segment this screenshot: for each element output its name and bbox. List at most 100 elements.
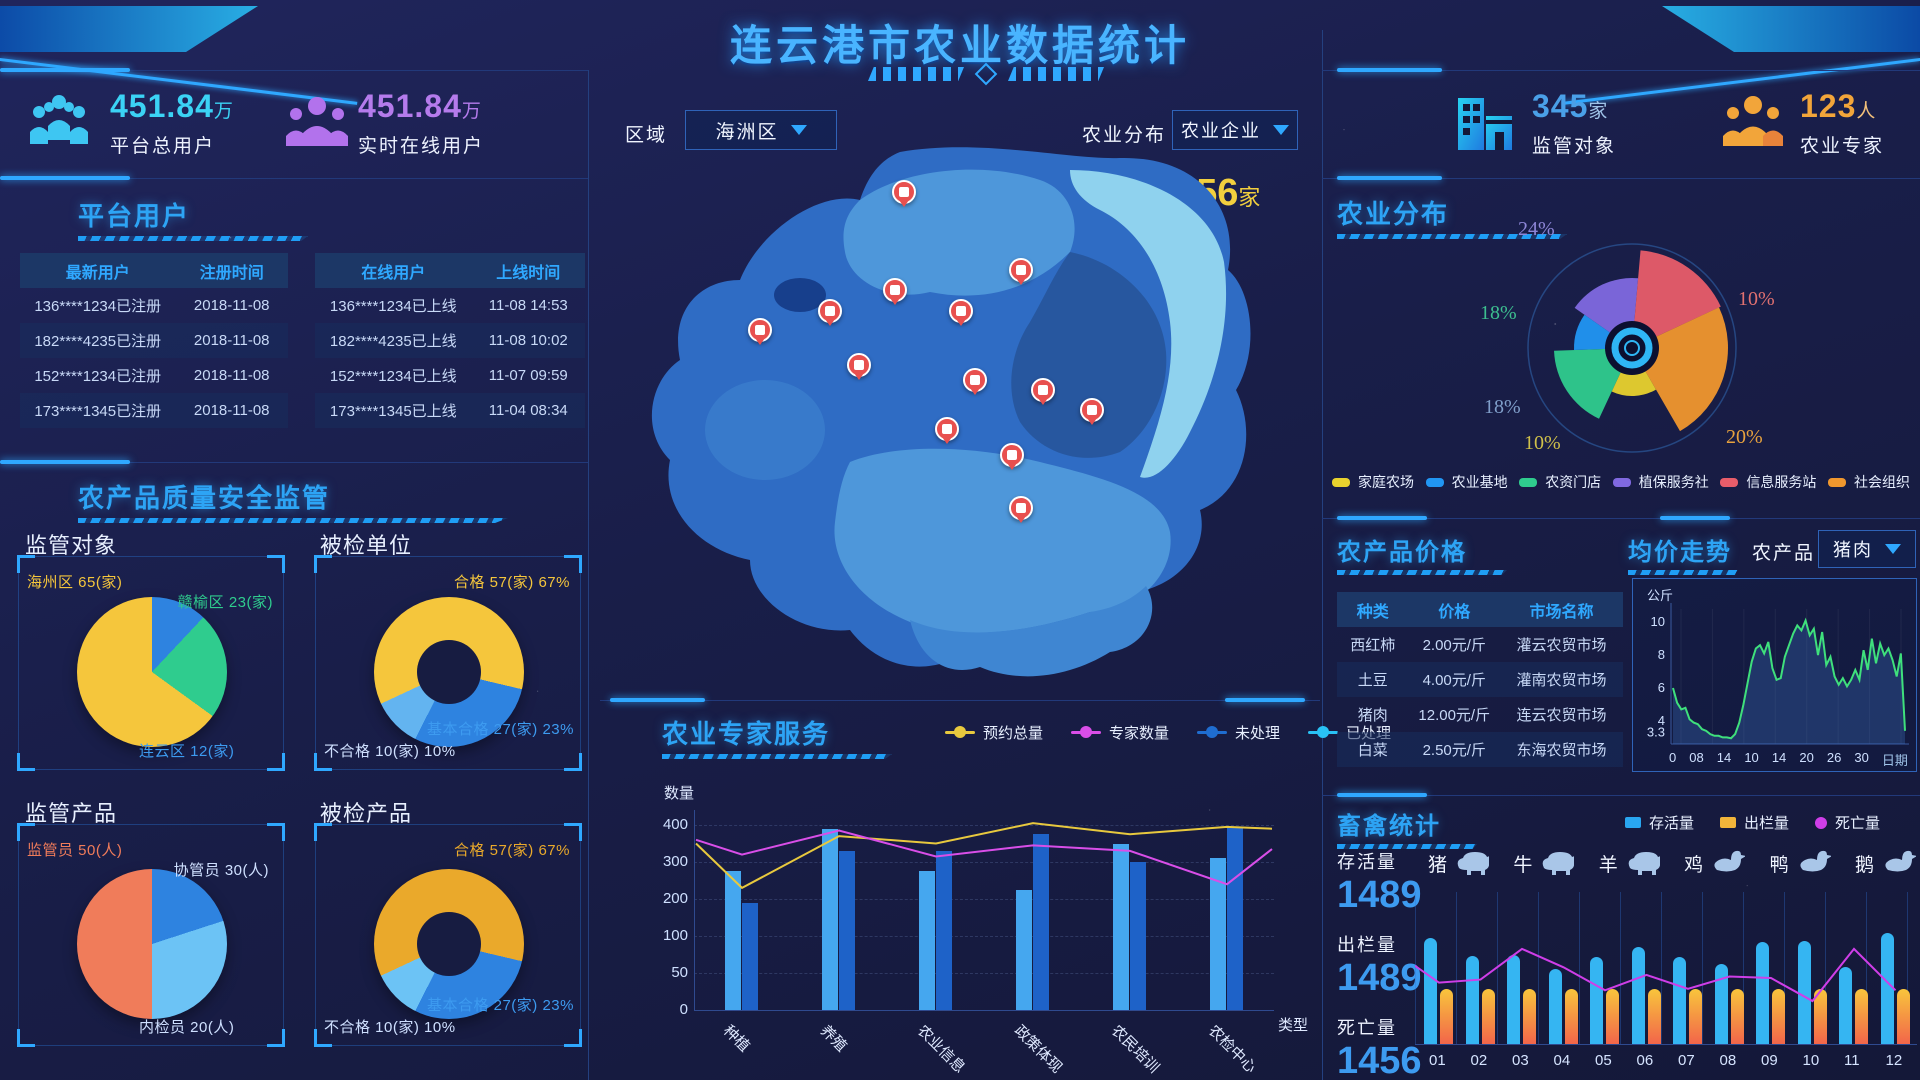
table-header-cell: 最新用户 — [65, 264, 130, 282]
legend-item-农资门店[interactable]: 农资门店 — [1519, 472, 1601, 492]
legend-label: 信息服务站 — [1746, 474, 1817, 490]
stat-value: 345 — [1532, 88, 1589, 124]
table-row: 136****1234已注册 2018-11-08 — [20, 288, 288, 323]
map-pin[interactable] — [1009, 258, 1033, 285]
x-category-label: 养殖 — [816, 1022, 851, 1056]
map-pin[interactable] — [949, 299, 973, 326]
gridline — [694, 899, 1274, 900]
legend-item-预约总量[interactable]: 预约总量 — [945, 722, 1043, 743]
bar-survive — [1548, 968, 1562, 1044]
legend-label: 植保服务社 — [1638, 474, 1709, 490]
table-cell: 2018-11-08 — [193, 332, 270, 349]
bar-out — [1855, 988, 1868, 1044]
pie-callout-label: 赣榆区 23(家) — [177, 594, 273, 611]
y-axis-tick: 100 — [662, 927, 688, 944]
distribution-dropdown[interactable]: 农业企业 — [1172, 110, 1298, 150]
legend-marker — [945, 726, 975, 738]
livestock-stat-存活量: 存活量 1489 — [1337, 848, 1422, 917]
pie-callout-label: 海州区 65(家) — [27, 574, 123, 591]
month-label: 05 — [1595, 1052, 1612, 1069]
middle-divider-glow-right — [1225, 698, 1305, 702]
map-pin[interactable] — [963, 368, 987, 395]
legend-item-家庭农场[interactable]: 家庭农场 — [1332, 472, 1414, 492]
legend-item-存活量[interactable]: 存活量 — [1625, 812, 1694, 833]
animal-tab-牛[interactable]: 牛 — [1513, 848, 1575, 878]
legend-item-未处理[interactable]: 未处理 — [1197, 722, 1280, 743]
legend-marker — [1720, 817, 1737, 828]
legend-item-出栏量[interactable]: 出栏量 — [1720, 812, 1789, 833]
donut-box-inspected-units: 合格 57(家) 67% 基本合格 27(家) 23% 不合格 10(家) 10% — [314, 555, 582, 771]
trend-x-tick: 10 — [1744, 750, 1759, 765]
animal-label: 羊 — [1598, 854, 1618, 876]
right-divider-3-glow — [1337, 793, 1427, 797]
legend-item-死亡量[interactable]: 死亡量 — [1815, 812, 1880, 833]
middle-divider-glow-left — [610, 698, 705, 702]
section-title-platform-users: 平台用户 — [78, 201, 191, 231]
animal-tab-鹅[interactable]: 鹅 — [1855, 848, 1916, 878]
count-unit: 家 — [1238, 185, 1261, 210]
month-label: 11 — [1844, 1052, 1860, 1069]
map-pin[interactable] — [892, 180, 916, 207]
legend-item-农业基地[interactable]: 农业基地 — [1425, 472, 1508, 492]
svg-text:6: 6 — [1658, 680, 1665, 695]
animal-tab-猪[interactable]: 猪 — [1428, 848, 1490, 878]
chart-label-2: 监管产品 — [25, 801, 118, 826]
animal-icon-羊 — [1628, 852, 1660, 875]
table-row: 西红柿 2.00元/斤 灌云农贸市场 — [1337, 627, 1623, 662]
animal-tab-鸡[interactable]: 鸡 — [1684, 848, 1746, 878]
legend-item-信息服务站[interactable]: 信息服务站 — [1720, 472, 1816, 492]
bar-已处理 — [1113, 843, 1129, 1010]
animal-tab-羊[interactable]: 羊 — [1599, 848, 1660, 878]
map-pin[interactable] — [1031, 378, 1055, 405]
animal-tab-鸭[interactable]: 鸭 — [1770, 848, 1831, 878]
building-icon — [1458, 98, 1512, 150]
legend-item-植保服务社[interactable]: 植保服务社 — [1612, 472, 1709, 492]
pie-callout-label: 内检员 20(人) — [139, 1019, 235, 1036]
distribution-value: 农业企业 — [1181, 121, 1261, 141]
livestock-stat-value: 1456 — [1337, 1040, 1422, 1080]
map-pin[interactable] — [1009, 496, 1033, 523]
table-cell: 2018-11-08 — [193, 297, 270, 314]
map-pin[interactable] — [1080, 398, 1104, 425]
map-pin[interactable] — [748, 318, 772, 345]
section-title-expert: 农业专家服务 — [662, 719, 831, 749]
table-cell: 182****4235已注册 — [34, 333, 162, 350]
right-divider-3 — [1322, 795, 1920, 796]
chevron-down-icon — [1273, 125, 1289, 135]
table-cell: 2018-11-08 — [193, 367, 270, 384]
legend-item-专家数量[interactable]: 专家数量 — [1071, 722, 1169, 743]
chart-label-3: 被检产品 — [320, 801, 413, 826]
legend-item-社会组织[interactable]: 社会组织 — [1827, 472, 1910, 492]
left-divider-1 — [0, 178, 588, 179]
bar-out — [1813, 988, 1827, 1044]
legend-marker — [1519, 477, 1538, 487]
table-cell: 11-04 08:34 — [488, 402, 568, 419]
right-divider-2 — [1322, 518, 1920, 519]
rose-pct-label: 18% — [1484, 396, 1521, 418]
animal-label: 鹅 — [1854, 854, 1874, 876]
product-dropdown[interactable]: 猪肉 — [1818, 530, 1916, 568]
rose-pct-label: 24% — [1518, 218, 1555, 240]
pie-chart — [77, 869, 227, 1019]
trend-x-tick: 0 — [1669, 750, 1677, 765]
table-cell: 2018-11-08 — [193, 402, 270, 419]
pie-callout-label: 合格 57(家) 67% — [453, 574, 570, 591]
stat-unit: 万 — [213, 101, 233, 122]
section-underline — [1337, 844, 1477, 849]
livestock-stat-label: 存活量 — [1337, 852, 1397, 872]
legend-label: 出栏量 — [1744, 815, 1790, 832]
x-axis-line — [694, 1010, 1274, 1011]
bar-未处理 — [1227, 826, 1243, 1010]
bar-out — [1896, 988, 1910, 1044]
map-pin[interactable] — [1000, 443, 1024, 470]
price-table: 种类 价格 市场名称 西红柿 2.00元/斤 灌云农贸市场 土豆 4.00元/斤 灌南农贸市场猪… — [1337, 592, 1623, 767]
map-pin[interactable] — [883, 278, 907, 305]
x-category-label: 农检中心 — [1204, 1022, 1260, 1077]
region-dropdown[interactable]: 海洲区 — [685, 110, 837, 150]
map-pin[interactable] — [847, 353, 871, 380]
map-pin[interactable] — [935, 417, 959, 444]
bar-survive — [1880, 932, 1894, 1044]
map-pin[interactable] — [818, 299, 842, 326]
map-shape — [651, 147, 1251, 677]
bar-已处理 — [822, 828, 838, 1010]
